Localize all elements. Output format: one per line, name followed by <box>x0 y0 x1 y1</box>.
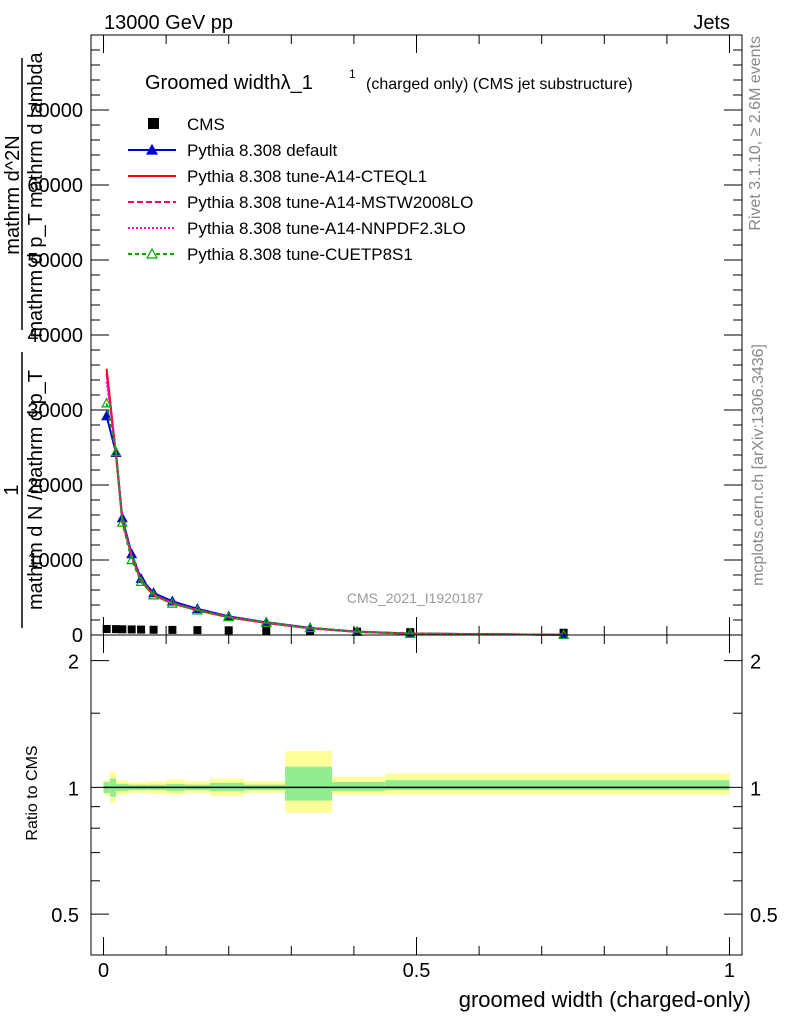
cms-point <box>118 625 127 634</box>
legend-item-cuetp8s1: Pythia 8.308 tune-CUETP8S1 <box>128 245 413 264</box>
cms-point <box>102 625 111 633</box>
main-ytick-label: 70000 <box>27 100 83 122</box>
series-line-mstw <box>105 373 564 636</box>
series-marker-cuetp8s1 <box>148 589 160 600</box>
series-marker-cuetp8s1 <box>135 576 147 586</box>
ratio-ytick-label-right: 2 <box>750 652 761 674</box>
cms-point <box>193 626 202 635</box>
ratio-ytick-label-right: 1 <box>750 778 761 800</box>
series-marker-cuetp8s1 <box>101 397 113 408</box>
ratio-y-label: Ratio to CMS <box>24 745 41 840</box>
series-marker-cuetp8s1 <box>116 516 128 527</box>
legend-label: Pythia 8.308 tune-A14-NNPDF2.3LO <box>187 219 466 238</box>
ratio-ytick-label: 1 <box>68 778 79 800</box>
ratio-panel-frame <box>90 634 743 956</box>
ylabel-one: 1 <box>1 484 23 495</box>
series-cuetp8s1 <box>101 397 570 639</box>
legend-symbol <box>148 118 159 129</box>
series-marker-cuetp8s1 <box>304 622 316 633</box>
ylabel-dndpt: mathrm d N /mathrm d p_T <box>25 370 47 610</box>
series-mstw <box>105 373 564 636</box>
main-axis-ticks: 0 10000 20000 30000 40000 50000 60000 70000 <box>27 34 742 647</box>
legend-item-nnpdf: Pythia 8.308 tune-A14-NNPDF2.3LO <box>128 219 466 238</box>
legend-label: Pythia 8.308 tune-A14-CTEQL1 <box>187 167 427 186</box>
header-right: Jets <box>693 12 730 34</box>
cms-point <box>149 625 158 634</box>
legend-item-cms: CMS <box>148 115 225 134</box>
main-ytick-label: 50000 <box>27 250 83 272</box>
legend-label: Pythia 8.308 tune-A14-MSTW2008LO <box>187 193 473 212</box>
ratio-band-inner <box>285 766 332 801</box>
series-marker-cuetp8s1 <box>126 554 138 565</box>
ratio-axis-ticks: 0.5 0.5 1 1 2 2 0 0.5 1 <box>51 635 778 982</box>
ratio-ytick-label: 2 <box>68 652 79 674</box>
legend-item-default: Pythia 8.308 default <box>128 141 338 160</box>
ratio-bands <box>103 750 730 813</box>
main-ytick-label: 20000 <box>27 475 83 497</box>
cms-point <box>127 625 136 634</box>
xtick-label: 0 <box>98 960 109 982</box>
legend-label: CMS <box>187 115 225 134</box>
main-ytick-label: 60000 <box>27 175 83 197</box>
xtick-label: 1 <box>724 960 735 982</box>
mcplots-label: mcplots.cern.ch [arXiv:1306.3436] <box>750 344 767 586</box>
cms-point <box>137 625 146 634</box>
series-line-cteql1 <box>105 368 564 636</box>
legend-item-cteql1: Pythia 8.308 tune-A14-CTEQL1 <box>128 167 427 186</box>
series-marker-cuetp8s1 <box>110 446 122 457</box>
legend-marker <box>145 247 159 259</box>
series-marker-cuetp8s1 <box>260 616 272 627</box>
title-main: Groomed widthλ_1 <box>145 72 313 94</box>
legend: CMS Pythia 8.308 default Pythia 8.308 tune… <box>128 115 473 264</box>
legend-item-mstw: Pythia 8.308 tune-A14-MSTW2008LO <box>128 193 473 212</box>
main-title: Groomed widthλ_1 1 (charged only) (CMS j… <box>145 67 633 94</box>
series-marker-cuetp8s1 <box>223 611 235 622</box>
header-left: 13000 GeV pp <box>104 12 233 34</box>
series-line-cuetp8s1 <box>105 403 564 636</box>
series-marker-cuetp8s1 <box>166 597 178 608</box>
cms-point <box>262 626 271 635</box>
main-ytick-label: 0 <box>72 625 83 647</box>
watermark: CMS_2021_I1920187 <box>347 590 483 606</box>
series-marker-cuetp8s1 <box>191 604 203 615</box>
series-marker-cuetp8s1 <box>558 629 570 639</box>
series-nnpdf <box>105 381 564 636</box>
cms-point <box>112 625 121 634</box>
title-rest: (charged only) (CMS jet substructure) <box>366 76 633 93</box>
ylabel-d2n: mathrm d^2N <box>2 135 24 254</box>
main-ytick-label: 30000 <box>27 400 83 422</box>
cms-point <box>224 626 233 635</box>
ratio-band-inner <box>385 780 730 791</box>
rivet-label: Rivet 3.1.10, ≥ 2.6M events <box>747 36 764 231</box>
main-y-label: 1 mathrm d N /mathrm d p_T mathrm d^2N m… <box>1 51 47 628</box>
series-marker-cuetp8s1 <box>404 627 416 638</box>
series-line-nnpdf <box>105 381 564 636</box>
legend-label: Pythia 8.308 default <box>187 141 338 160</box>
ratio-ytick-label: 0.5 <box>51 905 79 927</box>
series-cteql1 <box>105 368 564 636</box>
main-ytick-label: 40000 <box>27 325 83 347</box>
x-axis-label: groomed width (charged-only) <box>459 987 751 1012</box>
ratio-ytick-label-right: 0.5 <box>750 905 778 927</box>
cms-point <box>168 625 177 634</box>
main-ytick-label: 10000 <box>27 550 83 572</box>
xtick-label: 0.5 <box>403 960 431 982</box>
legend-label: Pythia 8.308 tune-CUETP8S1 <box>187 245 413 264</box>
ylabel-dptdlambda: mathrm d p_T mathrm d lambda <box>25 51 47 337</box>
title-sup: 1 <box>349 67 356 81</box>
ratio-band-inner <box>331 781 386 792</box>
legend-marker <box>145 143 159 155</box>
main-series-group <box>101 368 570 639</box>
